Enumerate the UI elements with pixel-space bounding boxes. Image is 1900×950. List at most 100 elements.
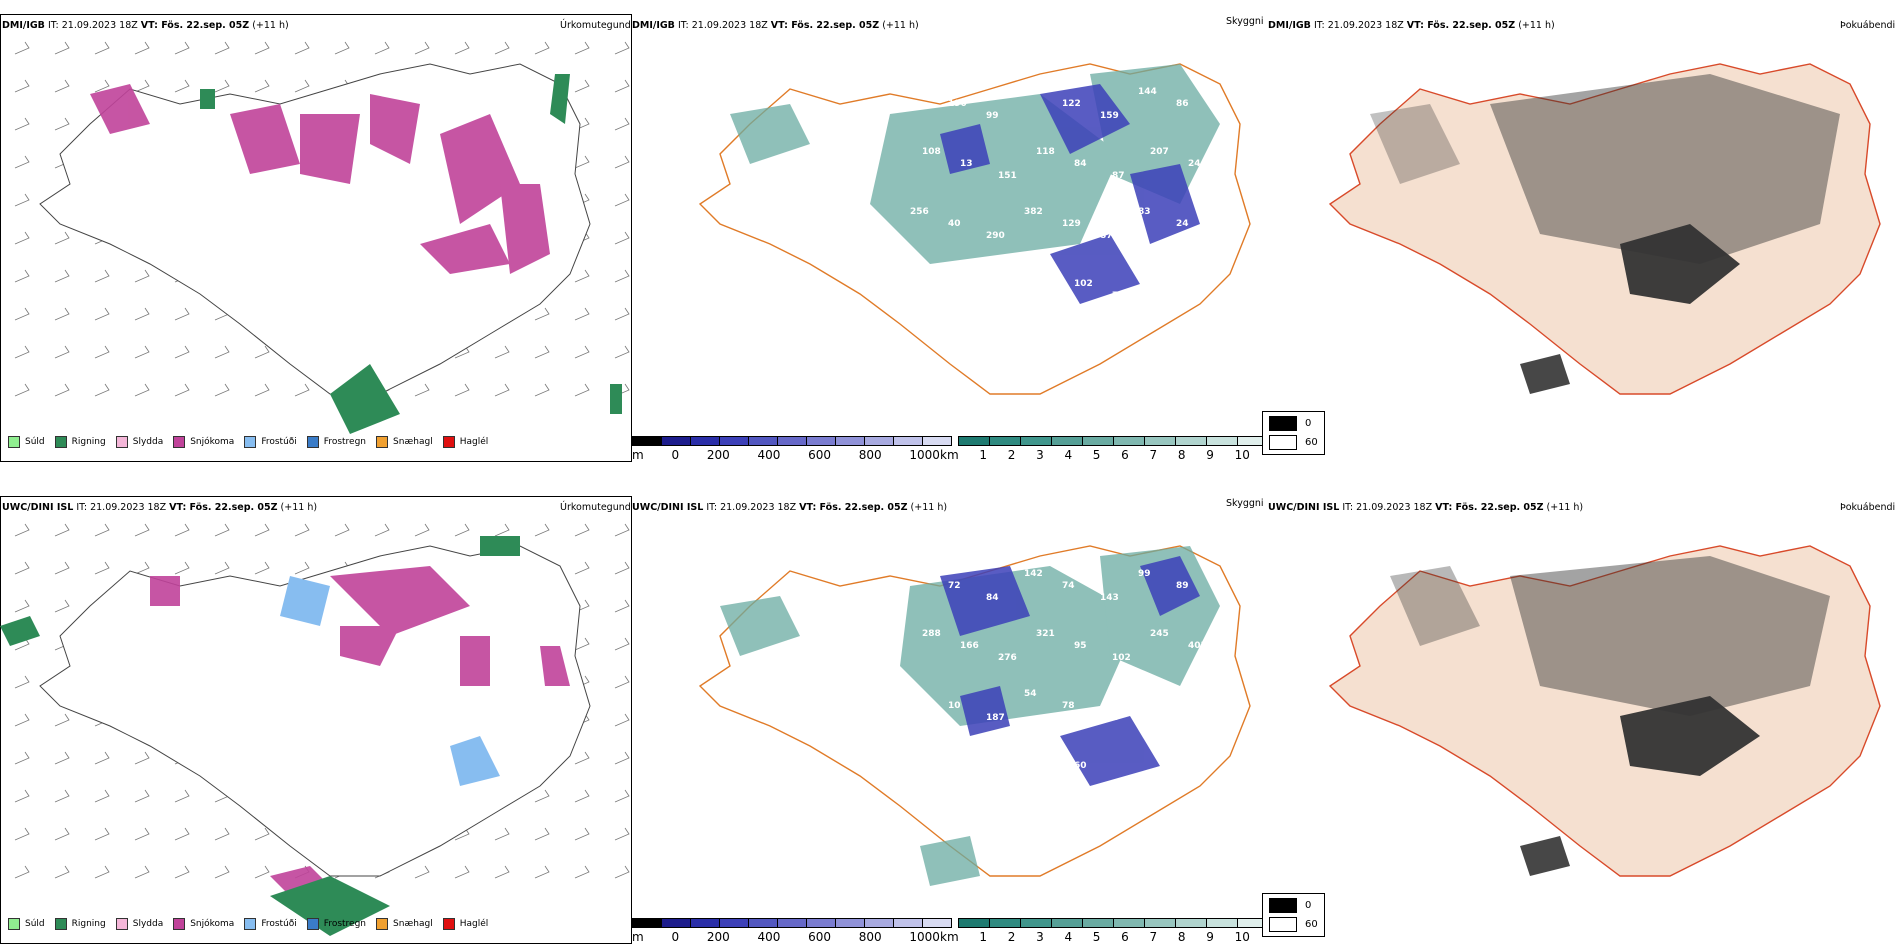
- fog-key-swatch: [1269, 917, 1297, 932]
- wind-barb: [174, 865, 190, 879]
- model-name: DMI/IGB: [1268, 20, 1311, 31]
- wind-barb: [494, 865, 510, 879]
- wind-barb: [14, 155, 30, 169]
- wind-barb: [14, 41, 30, 55]
- colorbar-tick: 0: [671, 930, 680, 944]
- legend-swatch: [376, 918, 389, 930]
- wind-barb: [94, 79, 110, 93]
- colorbar-cell: [958, 918, 990, 928]
- colorbar-tick: 600: [808, 930, 831, 944]
- wind-barb: [14, 751, 30, 765]
- precip-map-header: UWC/DINI ISL IT: 21.09.2023 18Z VT: Fös.…: [2, 502, 317, 513]
- colorbar-tick: 4: [1064, 930, 1073, 944]
- colorbar-cell: [923, 436, 952, 446]
- wind-barb: [174, 383, 190, 397]
- ceiling-label: 163: [960, 279, 979, 289]
- colorbar-cell: [1207, 436, 1238, 446]
- colorbar-cell: [749, 918, 778, 928]
- ceiling-label: 290: [986, 231, 1005, 241]
- ceiling-label: 203: [922, 749, 941, 759]
- ceiling-label: 102: [1074, 279, 1093, 289]
- colorbar-tick: 200: [706, 448, 730, 462]
- ceiling-label: 118: [1036, 147, 1055, 157]
- legend-label: Snæhagl: [393, 919, 433, 929]
- colorbar-tick: 2: [1007, 448, 1016, 462]
- legend-swatch: [306, 436, 319, 448]
- precip-type-map: [0, 523, 630, 936]
- legend-item-4: Frostúði: [244, 918, 297, 930]
- colorbar-cell: [778, 918, 807, 928]
- wind-barb: [54, 827, 70, 841]
- legend-label: Frostregn: [323, 437, 367, 447]
- wind-barb: [574, 561, 590, 575]
- legend-label: Slydda: [132, 919, 164, 929]
- colorbar-tick: 2: [1007, 930, 1016, 944]
- ceiling-label: 84: [1074, 159, 1087, 169]
- legend-item-0: Súld: [8, 918, 45, 930]
- legend-label: Rigning: [71, 919, 106, 929]
- ceiling-label: 65: [910, 87, 923, 97]
- visibility-colorbar-ticks: km 1 2 3 4 5 6 7 8 9 10: [940, 448, 1250, 462]
- ceiling-label: 256: [910, 207, 929, 217]
- wind-barb: [574, 523, 590, 537]
- legend-item-1: Rigning: [54, 918, 106, 930]
- colorbar-tick: 6: [1121, 930, 1129, 944]
- fog-map-header: DMI/IGB IT: 21.09.2023 18Z VT: Fös. 22.s…: [1268, 20, 1555, 31]
- ceiling-label: 86: [1176, 99, 1189, 109]
- legend-label: Rigning: [71, 437, 106, 447]
- colorbar-cell: [720, 436, 749, 446]
- precip-map-title: Úrkomutegund: [560, 20, 631, 31]
- fog-index-map: [1328, 63, 1881, 395]
- wind-barb: [614, 155, 630, 169]
- wind-barb: [414, 865, 430, 879]
- wind-barb: [174, 345, 190, 359]
- colorbar-tick: 7: [1149, 448, 1158, 462]
- ceiling-label: 187: [986, 713, 1005, 723]
- wind-barb: [534, 383, 550, 397]
- wind-barb: [454, 523, 470, 537]
- frost-drizzle-areas: [280, 576, 500, 786]
- colorbar-cell: [865, 436, 894, 446]
- lead-time: (+11 h): [280, 502, 318, 513]
- iceland-outline: [1328, 63, 1881, 395]
- wind-barb: [214, 561, 230, 575]
- colorbar-cell: [1145, 436, 1176, 446]
- legend-swatch: [54, 918, 67, 930]
- wind-barb: [14, 193, 30, 207]
- ceiling-areas: [940, 556, 1200, 786]
- colorbar-tick: 800: [858, 448, 882, 462]
- precip-map-header: DMI/IGB IT: 21.09.2023 18Z VT: Fös. 22.s…: [2, 20, 289, 31]
- rain-areas: [200, 74, 622, 434]
- lead-time: (+11 h): [252, 20, 289, 31]
- wind-barb: [614, 713, 630, 727]
- wind-barb: [614, 789, 630, 803]
- ceiling-label: 74: [1062, 581, 1075, 591]
- wind-barb: [614, 41, 630, 55]
- ceiling-value-labels: 27 72 84 142 74 143 99 89 288 166 276 321 95 102 245 40…: [910, 569, 1207, 783]
- wind-barb: [94, 561, 110, 575]
- ceiling-label: 29: [1138, 689, 1151, 699]
- iceland-outline: [1328, 545, 1881, 877]
- wind-barb: [614, 193, 630, 207]
- colorbar-cell: [691, 918, 720, 928]
- wind-barb: [614, 79, 630, 93]
- lead-time: (+11 h): [1546, 502, 1584, 513]
- ceiling-label: 96: [998, 773, 1011, 783]
- ceiling-label: 18: [1036, 749, 1049, 759]
- colorbar-cell: [1176, 436, 1207, 446]
- fog-key-row: 0: [1269, 416, 1318, 431]
- wind-barb: [494, 345, 510, 359]
- lead-time: (+11 h): [882, 20, 919, 31]
- wind-barb: [574, 155, 590, 169]
- wind-barb: [614, 523, 630, 537]
- wind-barb: [614, 637, 630, 651]
- colorbar-tick: 1: [979, 930, 987, 944]
- valid-time: VT: Fös. 22.sep. 05Z: [770, 20, 880, 31]
- legend-swatch: [115, 918, 128, 930]
- wind-barb: [94, 751, 110, 765]
- wind-barb: [574, 827, 590, 841]
- colorbar-cell: [1145, 918, 1176, 928]
- wind-barb: [494, 383, 510, 397]
- wind-barb: [14, 79, 30, 93]
- fog-map-title: Þokuábendi: [1840, 502, 1896, 513]
